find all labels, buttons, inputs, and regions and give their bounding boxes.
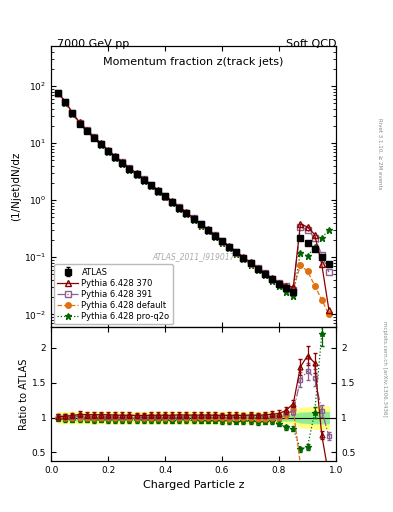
Text: 7000 GeV pp: 7000 GeV pp <box>57 39 129 49</box>
Text: Soft QCD: Soft QCD <box>286 39 336 49</box>
Text: Rivet 3.1.10, ≥ 2M events: Rivet 3.1.10, ≥ 2M events <box>377 118 382 189</box>
X-axis label: Charged Particle z: Charged Particle z <box>143 480 244 490</box>
Y-axis label: (1/Njet)dN/dz: (1/Njet)dN/dz <box>11 152 21 221</box>
Text: ATLAS_2011_I919017: ATLAS_2011_I919017 <box>152 252 235 261</box>
Text: mcplots.cern.ch [arXiv:1306.3436]: mcplots.cern.ch [arXiv:1306.3436] <box>382 321 387 416</box>
Y-axis label: Ratio to ATLAS: Ratio to ATLAS <box>19 358 29 430</box>
Legend: ATLAS, Pythia 6.428 370, Pythia 6.428 391, Pythia 6.428 default, Pythia 6.428 pr: ATLAS, Pythia 6.428 370, Pythia 6.428 39… <box>54 264 173 324</box>
Text: Momentum fraction z(track jets): Momentum fraction z(track jets) <box>103 57 284 67</box>
